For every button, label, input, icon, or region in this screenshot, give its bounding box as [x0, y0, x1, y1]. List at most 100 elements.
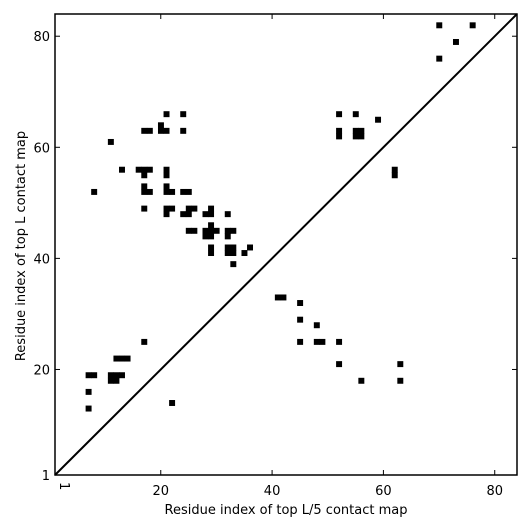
contact-cell	[141, 172, 148, 179]
contact-cell	[146, 166, 153, 173]
contact-cell	[352, 127, 359, 134]
contact-cell	[319, 338, 326, 345]
y-tick-label: 80	[33, 30, 50, 45]
contact-cell	[85, 372, 92, 379]
contact-cell	[146, 127, 153, 134]
contact-cell	[163, 127, 170, 134]
contact-cell	[107, 372, 114, 379]
plot-frame	[54, 13, 518, 476]
x-tick-label: 1	[56, 482, 71, 490]
contact-cell	[91, 372, 98, 379]
contact-cell	[397, 361, 404, 368]
contact-cell	[119, 166, 125, 173]
contact-cell	[297, 300, 304, 306]
x-axis-title: Residue index of top L/5 contact map	[165, 503, 408, 518]
contact-cells	[85, 22, 476, 412]
contact-cell	[85, 388, 92, 395]
contact-cell	[180, 111, 187, 118]
contact-cell	[391, 172, 398, 179]
contact-cell	[224, 244, 231, 251]
contact-cell	[436, 55, 443, 62]
y-axis-title: Residue index of top L contact map	[14, 131, 29, 361]
contact-cell	[113, 372, 120, 379]
contact-cell	[146, 188, 153, 195]
contact-cell	[213, 227, 220, 234]
contact-cell	[163, 211, 170, 218]
contact-cell	[208, 205, 215, 212]
contact-cell	[208, 233, 215, 240]
contact-cell	[169, 400, 176, 406]
contact-cell	[208, 244, 215, 251]
contact-cell	[185, 227, 192, 234]
contact-cell	[141, 338, 148, 345]
contact-cell	[141, 166, 148, 173]
x-tick-label: 60	[375, 484, 392, 499]
contact-cell	[336, 127, 343, 134]
contact-cell	[202, 227, 209, 234]
y-tick-label: 1	[42, 469, 50, 484]
contact-cell	[163, 166, 170, 173]
contact-cell	[280, 294, 287, 301]
contact-cell	[452, 38, 459, 45]
contact-cell	[124, 355, 131, 362]
contact-cell	[241, 250, 248, 257]
contact-cell	[141, 188, 148, 195]
contact-cell	[230, 244, 237, 251]
contact-cell	[119, 372, 125, 379]
contact-cell	[141, 183, 148, 190]
contact-cell	[107, 377, 114, 384]
contact-cell	[247, 244, 254, 251]
contact-cell	[230, 250, 237, 257]
contact-cell	[185, 205, 192, 212]
contact-cell	[163, 183, 170, 190]
axis-ticks: 1 20 40 60 80 1 20 40 60 80	[33, 14, 517, 499]
contact-cell	[313, 322, 320, 329]
contact-cell	[157, 122, 164, 129]
contact-cell	[336, 361, 343, 368]
contact-cell	[208, 227, 215, 234]
contact-cell	[113, 377, 120, 384]
contact-cell	[163, 172, 170, 179]
contact-cell	[336, 133, 343, 140]
contact-cell	[119, 355, 125, 362]
contact-cell	[436, 22, 443, 29]
contact-cell	[230, 227, 237, 234]
x-tick-label: 80	[486, 484, 503, 499]
contact-cell	[375, 116, 382, 123]
contact-cell	[180, 188, 187, 195]
y-tick-label: 20	[33, 363, 50, 378]
contact-cell	[169, 188, 176, 195]
contact-cell	[336, 111, 343, 118]
contact-cell	[202, 233, 209, 240]
contact-cell	[224, 227, 231, 234]
contact-cell	[185, 188, 192, 195]
contact-cell	[163, 205, 170, 212]
contact-cell	[208, 250, 215, 257]
diagonal-line	[54, 13, 518, 476]
contact-cell	[358, 127, 365, 134]
contact-cell	[191, 227, 198, 234]
contact-cell	[141, 205, 148, 212]
contact-cell	[391, 166, 398, 173]
contact-cell	[169, 205, 176, 212]
contact-cell	[352, 111, 359, 118]
contact-cell	[397, 377, 404, 384]
contact-cell	[91, 188, 98, 195]
contact-cell	[157, 127, 164, 134]
contact-cell	[185, 211, 192, 218]
contact-cell	[163, 188, 170, 195]
contact-cell	[297, 316, 304, 323]
contact-cell	[224, 233, 231, 240]
contact-cell	[336, 338, 343, 345]
contact-cell	[163, 111, 170, 118]
contact-cell	[358, 377, 365, 384]
contact-cell	[180, 127, 187, 134]
contact-cell	[135, 166, 142, 173]
contact-cell	[107, 138, 114, 145]
contact-cell	[352, 133, 359, 140]
contact-cell	[208, 211, 215, 218]
y-tick-label: 40	[33, 252, 50, 267]
contact-cell	[141, 127, 148, 134]
contact-cell	[113, 355, 120, 362]
